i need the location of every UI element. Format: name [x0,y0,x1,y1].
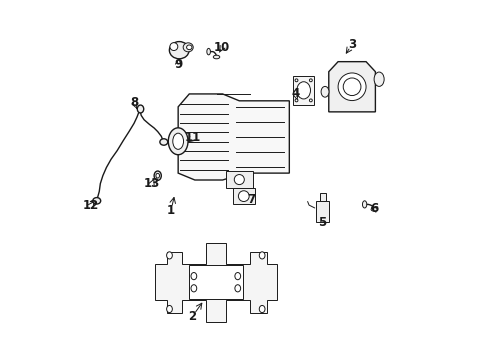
Bar [316,201,328,222]
Text: 5: 5 [318,216,326,229]
Polygon shape [178,94,289,180]
Polygon shape [328,62,375,112]
Bar [188,265,242,299]
Ellipse shape [213,55,219,59]
Text: 13: 13 [143,177,160,190]
Text: 3: 3 [347,38,355,51]
Ellipse shape [309,99,312,102]
Ellipse shape [137,105,143,113]
Ellipse shape [296,82,310,99]
Ellipse shape [191,273,196,280]
Text: 2: 2 [188,310,196,323]
Text: 6: 6 [369,202,378,215]
Ellipse shape [321,86,328,97]
Ellipse shape [234,285,240,292]
Ellipse shape [259,252,264,259]
Polygon shape [292,76,314,105]
Ellipse shape [343,78,360,95]
Ellipse shape [373,72,384,86]
Ellipse shape [370,208,377,211]
Ellipse shape [234,273,240,280]
Ellipse shape [206,48,210,55]
Ellipse shape [259,305,264,312]
Bar [233,188,254,204]
Bar [225,171,252,188]
Ellipse shape [183,43,193,52]
Text: 10: 10 [214,41,230,54]
Text: 7: 7 [247,193,255,206]
Text: 12: 12 [83,199,99,212]
Text: 1: 1 [166,204,175,217]
Ellipse shape [337,73,366,100]
Ellipse shape [169,42,178,50]
Ellipse shape [238,191,249,202]
Ellipse shape [294,79,297,82]
Ellipse shape [169,41,189,59]
Ellipse shape [309,79,312,82]
Text: 11: 11 [184,131,200,144]
Ellipse shape [160,139,167,145]
Ellipse shape [234,175,244,185]
Text: 9: 9 [174,58,182,71]
Ellipse shape [186,45,192,50]
Ellipse shape [168,128,187,155]
Polygon shape [155,243,276,322]
Ellipse shape [93,198,101,204]
Ellipse shape [294,99,297,102]
Ellipse shape [166,252,172,259]
Ellipse shape [166,305,172,312]
Ellipse shape [191,285,196,292]
Bar [319,193,325,201]
Text: 8: 8 [130,96,138,109]
Ellipse shape [172,133,183,149]
Ellipse shape [156,174,159,178]
Text: 4: 4 [291,87,299,100]
Ellipse shape [154,171,161,180]
Ellipse shape [362,201,366,208]
